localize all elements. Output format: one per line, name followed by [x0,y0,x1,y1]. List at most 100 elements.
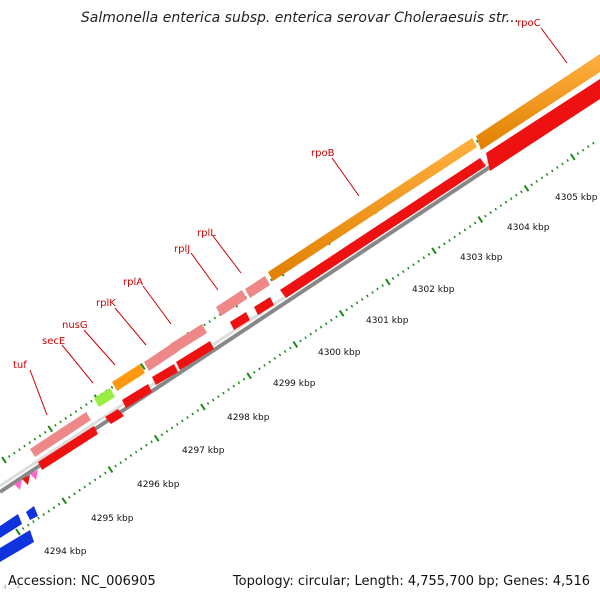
minor-tick [12,451,16,455]
major-tick [477,216,484,223]
gene-label-nusG[interactable]: nusG [62,320,88,331]
map-title: Salmonella enterica subsp. enterica sero… [80,10,520,26]
minor-tick [124,457,128,461]
minor-tick [391,277,395,281]
minor-tick [206,402,210,405]
cds-feature[interactable] [230,312,250,330]
minor-tick [376,287,379,291]
minor-tick [90,399,93,403]
minor-tick [203,323,206,327]
cds-feature[interactable] [38,426,98,470]
gene-secE-block[interactable] [94,388,115,407]
minor-tick [458,231,462,235]
minor-tick [165,429,169,433]
gene-rpoB-block[interactable] [268,138,477,281]
minor-tick [514,193,518,197]
minor-tick [73,492,76,496]
minor-tick [545,172,549,176]
gene-label-tuf[interactable]: tuf [13,360,27,371]
minor-tick [535,179,539,183]
minor-tick [145,443,148,447]
minor-tick [74,410,78,413]
tick-label: 4300 kbp [318,348,361,358]
minor-tick [453,235,456,239]
minor-tick [242,377,246,381]
minor-tick [324,322,328,326]
minor-tick [499,204,503,208]
cds-feature[interactable] [254,297,274,315]
gene-labels: tuf secE nusG rplK rplA rplJ rplL rpoB r… [13,18,541,371]
gene-nusG-block[interactable] [112,364,145,391]
minor-tick [360,297,364,301]
minor-tick [484,214,487,218]
minor-tick [88,481,92,485]
gene-label-secE[interactable]: secE [42,336,65,347]
minor-tick [170,426,174,430]
minor-tick [407,266,410,270]
minor-tick [213,316,217,320]
gene-label-rplL[interactable]: rplL [197,228,216,239]
minor-tick [43,430,47,434]
cds-feature[interactable] [176,341,214,370]
minor-tick [268,360,272,364]
inner-tick-track [15,141,595,536]
minor-tick [475,139,479,143]
major-tick [385,278,391,286]
minor-tick [186,415,189,419]
minor-tick [335,315,338,319]
minor-tick [217,395,220,399]
leader-lines [29,27,568,416]
cds-feature[interactable] [105,409,124,424]
tick-label: 4299 kbp [273,379,316,389]
minor-tick [550,169,554,173]
reverse-feature[interactable] [0,530,34,562]
gene-label-rpoC[interactable]: rpoC [517,18,541,29]
major-tick [1,456,7,464]
minor-tick [581,148,585,152]
minor-tick [258,367,261,371]
gene-rplL-block[interactable] [245,276,270,298]
gene-label-rplJ[interactable]: rplJ [174,244,190,255]
minor-tick [21,527,25,530]
minor-tick [412,263,415,267]
minor-tick [278,353,282,357]
gene-rplA-block[interactable] [170,324,207,353]
minor-tick [129,454,133,458]
minor-tick [52,506,56,510]
minor-tick [489,211,492,215]
minor-tick [222,391,225,395]
gene-label-rpoB[interactable]: rpoB [311,148,335,159]
cds-feature[interactable] [280,158,486,298]
kbp-labels: 4294 kbp 4295 kbp 4296 kbp 4297 kbp 4298… [44,193,598,557]
minor-tick [54,423,57,427]
tick-label: 4305 kbp [555,193,598,203]
minor-tick [494,207,498,211]
minor-tick [37,516,40,520]
gene-rplK-block[interactable] [144,342,179,371]
minor-tick [263,363,266,367]
cds-feature[interactable] [152,364,178,385]
minor-tick [33,437,37,441]
minor-tick [468,225,472,228]
gene-rplJ-block[interactable] [216,290,247,316]
reverse-feature[interactable] [0,514,22,538]
minor-tick [443,242,446,246]
minor-tick [211,398,215,402]
gene-tuf-block[interactable] [30,412,91,457]
gene-label-rplA[interactable]: rplA [123,277,143,288]
cds-feature[interactable] [122,384,152,408]
cds-track [38,79,600,470]
cds-feature[interactable] [486,79,600,171]
minor-tick [104,471,107,475]
gene-track [30,54,600,457]
minor-tick [566,159,569,162]
gene-rpoC-block[interactable] [476,54,600,150]
minor-tick [83,485,87,489]
major-tick [523,184,530,192]
tick-label: 4301 kbp [366,316,409,326]
major-tick [431,247,437,255]
reverse-feature[interactable] [26,506,38,520]
gene-label-rplK[interactable]: rplK [96,298,116,309]
minor-tick [463,228,467,232]
